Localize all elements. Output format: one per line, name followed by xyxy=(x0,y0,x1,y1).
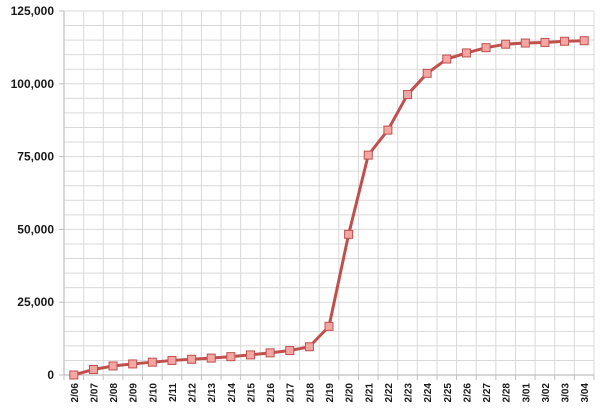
axes xyxy=(59,10,595,380)
data-point-marker xyxy=(69,370,79,380)
data-point-marker xyxy=(108,361,118,371)
data-point-marker xyxy=(147,357,157,367)
x-tick-label: 2/26 xyxy=(462,383,473,403)
data-point-marker xyxy=(540,37,550,47)
data-point-marker xyxy=(442,54,452,64)
data-point-marker xyxy=(363,150,373,160)
x-tick-label: 2/20 xyxy=(345,383,356,403)
x-axis-tick-labels: 2/06 2/07 2/08 2/09 2/10 2/11 2/12 2/13 2/14 2/15… xyxy=(70,383,591,403)
data-point-marker xyxy=(265,348,275,358)
data-point-marker xyxy=(422,68,432,78)
data-point-marker xyxy=(128,359,138,369)
data-point-marker xyxy=(226,352,236,362)
x-tick-label: 2/19 xyxy=(325,383,336,403)
data-point-marker xyxy=(324,321,334,331)
data-point-marker xyxy=(520,38,530,48)
x-tick-label: 2/27 xyxy=(482,383,493,403)
data-point-marker xyxy=(187,354,197,364)
x-tick-label: 2/22 xyxy=(384,383,395,403)
x-tick-label: 3/01 xyxy=(521,383,532,403)
data-point-marker xyxy=(206,353,216,363)
data-point-marker xyxy=(579,36,589,46)
x-tick-label: 2/18 xyxy=(305,383,316,403)
grid-lines xyxy=(63,10,595,376)
x-tick-label: 2/16 xyxy=(266,383,277,403)
x-tick-label: 2/17 xyxy=(286,383,297,403)
data-point-marker xyxy=(88,364,98,374)
y-tick-label: 100,000 xyxy=(11,77,55,91)
y-tick-label: 25,000 xyxy=(17,295,54,309)
y-axis-tick-labels: 0 25,000 50,000 75,000 100,000 125,000 xyxy=(11,4,55,382)
data-point-marker xyxy=(304,342,314,352)
data-point-marker xyxy=(344,229,354,239)
x-tick-label: 2/12 xyxy=(188,383,199,403)
x-tick-label: 2/08 xyxy=(109,383,120,403)
data-series xyxy=(69,36,589,380)
x-tick-label: 2/23 xyxy=(404,383,415,403)
x-tick-label: 2/09 xyxy=(129,383,140,403)
y-tick-label: 75,000 xyxy=(17,150,54,164)
x-tick-label: 3/04 xyxy=(580,383,591,403)
y-tick-label: 125,000 xyxy=(11,4,55,18)
y-tick-label: 0 xyxy=(47,368,54,382)
x-tick-label: 2/14 xyxy=(227,383,238,403)
data-point-marker xyxy=(481,43,491,53)
x-tick-label: 2/06 xyxy=(70,383,81,403)
x-tick-label: 2/13 xyxy=(207,383,218,403)
y-tick-label: 50,000 xyxy=(17,222,54,236)
x-tick-label: 2/11 xyxy=(168,383,179,402)
data-point-marker xyxy=(245,350,255,360)
data-point-marker xyxy=(501,39,511,49)
x-tick-label: 2/28 xyxy=(502,383,513,403)
x-tick-label: 2/24 xyxy=(423,383,434,403)
x-tick-label: 3/02 xyxy=(541,383,552,403)
data-point-marker xyxy=(403,90,413,100)
x-tick-label: 2/15 xyxy=(246,383,257,403)
x-tick-label: 2/07 xyxy=(89,383,100,403)
x-tick-label: 2/10 xyxy=(148,383,159,403)
data-point-marker xyxy=(383,125,393,135)
x-tick-label: 2/25 xyxy=(443,383,454,403)
data-point-marker xyxy=(285,346,295,356)
data-point-marker xyxy=(167,355,177,365)
x-tick-label: 3/03 xyxy=(561,383,572,403)
data-point-marker xyxy=(560,36,570,46)
x-tick-label: 2/21 xyxy=(364,383,375,403)
data-point-marker xyxy=(461,48,471,58)
